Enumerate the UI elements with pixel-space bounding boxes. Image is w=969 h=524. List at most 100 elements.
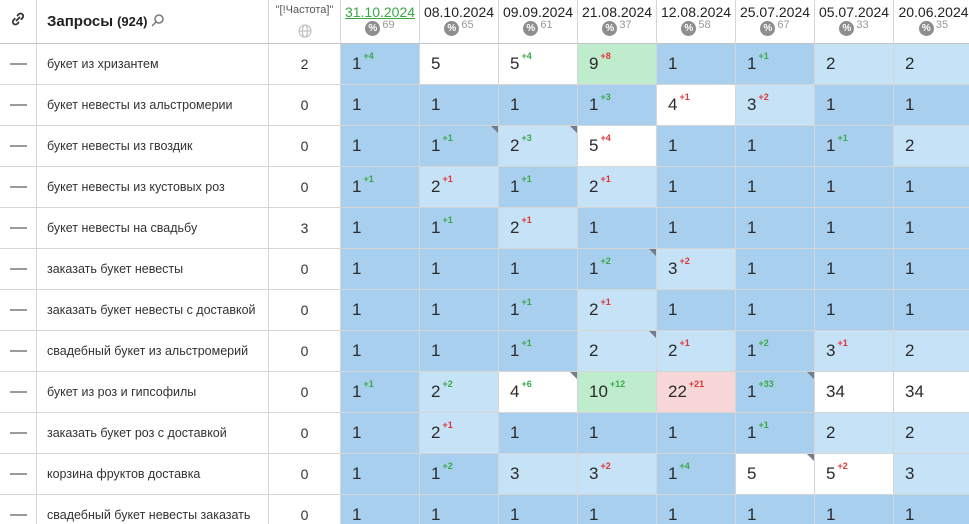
row-link-toggle[interactable] <box>0 167 37 208</box>
position-cell[interactable]: 1 +1 <box>499 167 578 208</box>
frequency-column-header[interactable]: "[!Частота]" <box>269 0 341 44</box>
position-cell[interactable]: 22 +21 <box>657 372 736 413</box>
position-cell[interactable]: 5 +4 <box>578 126 657 167</box>
position-cell[interactable]: 1 <box>894 495 969 524</box>
position-cell[interactable]: 5 <box>736 454 815 495</box>
position-cell[interactable]: 1 <box>578 413 657 454</box>
row-link-toggle[interactable] <box>0 44 37 85</box>
queries-column-header[interactable]: Запросы (924) <box>37 0 269 44</box>
position-cell[interactable]: 1 +1 <box>341 372 420 413</box>
position-cell[interactable]: 1 +1 <box>420 208 499 249</box>
percent-icon[interactable]: % <box>444 21 460 36</box>
position-cell[interactable]: 1 +4 <box>657 454 736 495</box>
query-cell[interactable]: букет невесты из гвоздик <box>37 126 269 167</box>
row-link-toggle[interactable] <box>0 208 37 249</box>
position-cell[interactable]: 1 +2 <box>578 249 657 290</box>
percent-icon[interactable]: % <box>918 21 934 36</box>
position-cell[interactable]: 1 <box>657 167 736 208</box>
position-cell[interactable]: 2 +2 <box>420 372 499 413</box>
position-cell[interactable]: 1 +3 <box>578 85 657 126</box>
position-cell[interactable]: 1 <box>341 331 420 372</box>
position-cell[interactable]: 1 <box>736 290 815 331</box>
position-cell[interactable]: 1 <box>578 208 657 249</box>
row-link-toggle[interactable] <box>0 249 37 290</box>
position-cell[interactable]: 34 <box>815 372 894 413</box>
position-cell[interactable]: 1 <box>657 208 736 249</box>
query-cell[interactable]: свадебный букет невесты заказать <box>37 495 269 524</box>
position-cell[interactable]: 1 <box>736 208 815 249</box>
percent-icon[interactable]: % <box>839 21 855 36</box>
percent-icon[interactable]: % <box>365 21 381 36</box>
position-cell[interactable]: 1 <box>499 413 578 454</box>
position-cell[interactable]: 1 <box>894 85 969 126</box>
position-cell[interactable]: 1 +2 <box>420 454 499 495</box>
position-cell[interactable]: 1 +1 <box>499 290 578 331</box>
row-link-toggle[interactable] <box>0 454 37 495</box>
position-cell[interactable]: 1 <box>578 495 657 524</box>
position-cell[interactable]: 3 +1 <box>815 331 894 372</box>
search-icon[interactable] <box>151 13 165 31</box>
position-cell[interactable]: 2 +1 <box>578 167 657 208</box>
position-cell[interactable]: 1 <box>657 413 736 454</box>
position-cell[interactable]: 1 <box>657 126 736 167</box>
position-cell[interactable]: 2 +3 <box>499 126 578 167</box>
position-cell[interactable]: 5 +4 <box>499 44 578 85</box>
position-cell[interactable]: 2 <box>894 126 969 167</box>
position-cell[interactable]: 3 +2 <box>657 249 736 290</box>
date-column-header[interactable]: 05.07.2024% 33 <box>815 0 894 44</box>
position-cell[interactable]: 1 <box>341 413 420 454</box>
date-label[interactable]: 12.08.2024 <box>660 4 732 20</box>
query-cell[interactable]: заказать букет роз с доставкой <box>37 413 269 454</box>
position-cell[interactable]: 2 <box>894 413 969 454</box>
position-cell[interactable]: 1 <box>420 495 499 524</box>
position-cell[interactable]: 3 +2 <box>736 85 815 126</box>
position-cell[interactable]: 1 <box>894 290 969 331</box>
position-cell[interactable]: 1 <box>894 208 969 249</box>
position-cell[interactable]: 1 +2 <box>736 331 815 372</box>
position-cell[interactable]: 1 <box>341 208 420 249</box>
date-label[interactable]: 08.10.2024 <box>423 4 495 20</box>
position-cell[interactable]: 1 <box>499 85 578 126</box>
date-column-header[interactable]: 08.10.2024% 65 <box>420 0 499 44</box>
position-cell[interactable]: 1 +1 <box>736 44 815 85</box>
position-cell[interactable]: 1 <box>815 208 894 249</box>
position-cell[interactable]: 2 +1 <box>420 167 499 208</box>
date-column-header[interactable]: 25.07.2024% 67 <box>736 0 815 44</box>
percent-icon[interactable]: % <box>760 21 776 36</box>
position-cell[interactable]: 1 <box>894 167 969 208</box>
position-cell[interactable]: 2 +1 <box>499 208 578 249</box>
row-link-toggle[interactable] <box>0 290 37 331</box>
query-cell[interactable]: букет из хризантем <box>37 44 269 85</box>
date-column-header[interactable]: 20.06.2024% 35 <box>894 0 969 44</box>
position-cell[interactable]: 2 +1 <box>578 290 657 331</box>
position-cell[interactable]: 1 <box>815 290 894 331</box>
position-cell[interactable]: 2 <box>815 413 894 454</box>
position-cell[interactable]: 1 <box>894 249 969 290</box>
position-cell[interactable]: 2 <box>894 331 969 372</box>
position-cell[interactable]: 1 <box>420 331 499 372</box>
percent-icon[interactable]: % <box>602 21 618 36</box>
row-link-toggle[interactable] <box>0 126 37 167</box>
query-cell[interactable]: заказать букет невесты с доставкой <box>37 290 269 331</box>
position-cell[interactable]: 1 <box>657 495 736 524</box>
position-cell[interactable]: 1 <box>736 495 815 524</box>
position-cell[interactable]: 1 <box>420 249 499 290</box>
position-cell[interactable]: 1 <box>657 44 736 85</box>
row-link-toggle[interactable] <box>0 495 37 524</box>
position-cell[interactable]: 1 <box>736 167 815 208</box>
position-cell[interactable]: 2 <box>815 44 894 85</box>
position-cell[interactable]: 1 <box>420 290 499 331</box>
date-label[interactable]: 21.08.2024 <box>581 4 653 20</box>
percent-icon[interactable]: % <box>681 21 697 36</box>
date-label[interactable]: 09.09.2024 <box>502 4 574 20</box>
position-cell[interactable]: 3 <box>499 454 578 495</box>
query-cell[interactable]: букет невесты из альстромерии <box>37 85 269 126</box>
position-cell[interactable]: 1 <box>341 249 420 290</box>
position-cell[interactable]: 3 <box>894 454 969 495</box>
position-cell[interactable]: 9 +8 <box>578 44 657 85</box>
date-label[interactable]: 25.07.2024 <box>739 4 811 20</box>
position-cell[interactable]: 1 <box>341 454 420 495</box>
position-cell[interactable]: 1 +33 <box>736 372 815 413</box>
position-cell[interactable]: 1 <box>341 290 420 331</box>
query-cell[interactable]: корзина фруктов доставка <box>37 454 269 495</box>
